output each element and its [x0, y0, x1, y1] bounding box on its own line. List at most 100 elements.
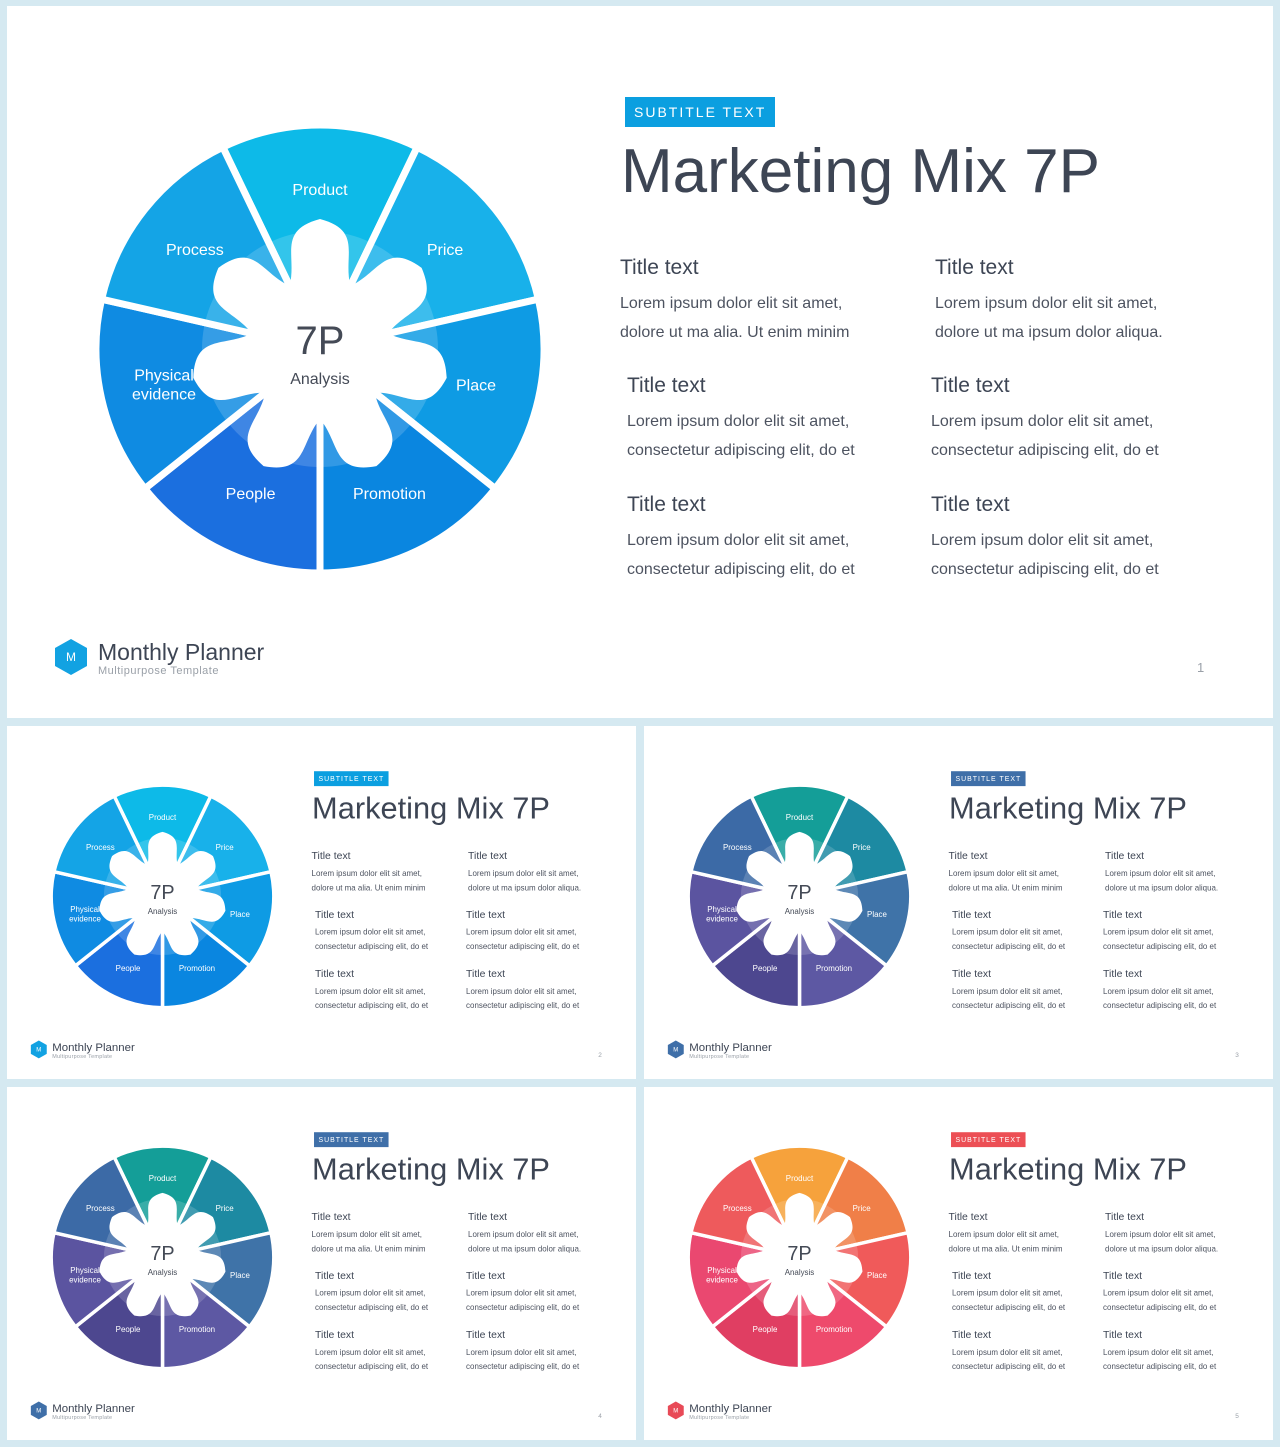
- block-title: Title text: [1103, 1269, 1143, 1282]
- block-line: Lorem ipsum dolor elit sit amet,: [1105, 1230, 1216, 1240]
- block-line: dolore ut ma ipsum dolor aliqua.: [935, 324, 1163, 341]
- block-body: Lorem ipsum dolor elit sit amet, dolore …: [935, 289, 1235, 347]
- segment-label-line: evidence: [69, 1276, 101, 1285]
- segment-label-place: Place: [230, 1271, 250, 1280]
- seven-p-wheel: Product Price Place Promotion People Physical…: [687, 1145, 912, 1370]
- brand-logo-icon: M: [667, 1401, 684, 1420]
- block-title: Title text: [948, 850, 988, 862]
- text-block: Title text Lorem ipsum dolor elit sit am…: [315, 968, 464, 1013]
- segment-label-physical-evidence: Physical evidence: [69, 1266, 101, 1284]
- block-title: Title text: [466, 1328, 506, 1341]
- text-block: Title text Lorem ipsum dolor elit sit am…: [952, 968, 1101, 1013]
- block-line: Lorem ipsum dolor elit sit amet,: [1103, 1348, 1214, 1357]
- segment-label-physical-evidence: Physical evidence: [706, 905, 738, 923]
- segment-label-product: Product: [786, 813, 814, 822]
- block-body: Lorem ipsum dolor elit sit amet, consect…: [466, 925, 615, 954]
- block-title: Title text: [466, 1269, 506, 1282]
- segment-label-people: People: [116, 964, 141, 973]
- block-line: Lorem ipsum dolor elit sit amet,: [931, 532, 1154, 549]
- center-subtitle: Analysis: [148, 907, 178, 916]
- block-line: Lorem ipsum dolor elit sit amet,: [935, 295, 1158, 312]
- block-line: Lorem ipsum dolor elit sit amet,: [1103, 928, 1214, 937]
- slide-2[interactable]: Product Price Place Promotion People Physical…: [7, 726, 636, 1079]
- block-title: Title text: [952, 1269, 992, 1282]
- slide-content: Product Price Place Promotion People Physical…: [7, 1087, 636, 1440]
- block-line: consectetur adipiscing elit, do et: [952, 1001, 1066, 1011]
- center-subtitle: Analysis: [148, 1268, 178, 1277]
- block-body: Lorem ipsum dolor elit sit amet, consect…: [931, 526, 1231, 584]
- brand-logo-icon: M: [667, 1040, 684, 1059]
- block-line: consectetur adipiscing elit, do et: [1103, 1362, 1217, 1372]
- block-title: Title text: [315, 967, 355, 980]
- slide-4[interactable]: Product Price Place Promotion People Physical…: [7, 1087, 636, 1440]
- center-star: [193, 219, 447, 468]
- block-body: Lorem ipsum dolor elit sit amet, consect…: [466, 984, 615, 1013]
- brand-name: Monthly Planner: [689, 1040, 772, 1054]
- logo-letter: M: [36, 1047, 41, 1053]
- hexagon-icon: M: [30, 1401, 47, 1420]
- slide-content: Product Price Place Promotion People Physical…: [7, 726, 636, 1079]
- slide-content: Product Price Place Promotion People Physical…: [644, 1087, 1273, 1440]
- block-line: Lorem ipsum dolor elit sit amet,: [315, 1289, 426, 1298]
- slide-1[interactable]: Product Price Place Promotion People Physical…: [7, 6, 1273, 718]
- center-subtitle: Analysis: [785, 1268, 815, 1277]
- block-title: Title text: [935, 256, 1014, 279]
- block-line: Lorem ipsum dolor elit sit amet,: [315, 1348, 426, 1357]
- block-line: dolore ut ma ipsum dolor aliqua.: [468, 883, 582, 893]
- block-title: Title text: [931, 374, 1010, 397]
- page-number: 4: [598, 1411, 602, 1420]
- block-line: consectetur adipiscing elit, do et: [931, 442, 1159, 459]
- segment-label-price: Price: [853, 843, 872, 852]
- center-subtitle: Analysis: [785, 907, 815, 916]
- block-body: Lorem ipsum dolor elit sit amet, dolore …: [1105, 867, 1254, 896]
- block-line: consectetur adipiscing elit, do et: [315, 942, 429, 952]
- hexagon-shape: [667, 1040, 684, 1059]
- block-line: Lorem ipsum dolor elit sit amet,: [627, 413, 850, 430]
- block-line: Lorem ipsum dolor elit sit amet,: [931, 413, 1154, 430]
- block-line: consectetur adipiscing elit, do et: [627, 561, 855, 578]
- block-line: Lorem ipsum dolor elit sit amet,: [311, 1230, 422, 1240]
- segment-label-product: Product: [149, 1174, 177, 1183]
- subtitle-badge: SUBTITLE TEXT: [314, 1132, 389, 1148]
- block-line: consectetur adipiscing elit, do et: [315, 1001, 429, 1011]
- block-line: dolore ut ma alia. Ut enim minim: [620, 324, 850, 341]
- block-line: Lorem ipsum dolor elit sit amet,: [466, 987, 577, 996]
- block-line: dolore ut ma ipsum dolor aliqua.: [1105, 1244, 1219, 1254]
- hexagon-icon: M: [667, 1401, 684, 1420]
- block-line: consectetur adipiscing elit, do et: [315, 1303, 429, 1313]
- segment-label-people: People: [226, 486, 276, 503]
- block-title: Title text: [952, 1328, 992, 1341]
- center-star: [99, 1192, 226, 1317]
- segment-label-price: Price: [216, 1204, 235, 1213]
- block-body: Lorem ipsum dolor elit sit amet, consect…: [315, 984, 464, 1013]
- text-block: Title text Lorem ipsum dolor elit sit am…: [1105, 850, 1254, 895]
- segment-label-physical-evidence: Physical evidence: [706, 1266, 738, 1284]
- brand-name: Monthly Planner: [52, 1401, 135, 1415]
- segment-label-line: Physical: [134, 368, 194, 385]
- block-body: Lorem ipsum dolor elit sit amet, consect…: [952, 984, 1101, 1013]
- segment-label-product: Product: [786, 1174, 814, 1183]
- block-body: Lorem ipsum dolor elit sit amet, dolore …: [312, 1228, 461, 1257]
- text-block: Title text Lorem ipsum dolor elit sit am…: [620, 256, 920, 347]
- page-number: 1: [1197, 660, 1205, 675]
- slide-3[interactable]: Product Price Place Promotion People Physical…: [644, 726, 1273, 1079]
- wheel-svg: Product Price Place Promotion People Physical…: [50, 1145, 275, 1370]
- page-number: 5: [1235, 1411, 1239, 1420]
- subtitle-badge: SUBTITLE TEXT: [951, 1132, 1026, 1148]
- seven-p-wheel: Product Price Place Promotion People Physical…: [95, 124, 545, 574]
- text-block: Title text Lorem ipsum dolor elit sit am…: [468, 850, 617, 895]
- text-block: Title text Lorem ipsum dolor elit sit am…: [466, 1329, 615, 1374]
- brand-logo-icon: M: [54, 638, 88, 676]
- text-block: Title text Lorem ipsum dolor elit sit am…: [315, 1270, 464, 1315]
- segment-label-process: Process: [723, 1204, 752, 1213]
- block-body: Lorem ipsum dolor elit sit amet, consect…: [1103, 1345, 1252, 1374]
- block-line: Lorem ipsum dolor elit sit amet,: [311, 869, 422, 879]
- block-title: Title text: [627, 374, 706, 397]
- slide-5[interactable]: Product Price Place Promotion People Physical…: [644, 1087, 1273, 1440]
- block-body: Lorem ipsum dolor elit sit amet, consect…: [466, 1345, 615, 1374]
- text-block: Title text Lorem ipsum dolor elit sit am…: [1103, 1329, 1252, 1374]
- block-body: Lorem ipsum dolor elit sit amet, dolore …: [949, 1228, 1098, 1257]
- brand-tagline: Multipurpose Template: [98, 665, 219, 677]
- text-block: Title text Lorem ipsum dolor elit sit am…: [1103, 968, 1252, 1013]
- block-title: Title text: [948, 1211, 988, 1223]
